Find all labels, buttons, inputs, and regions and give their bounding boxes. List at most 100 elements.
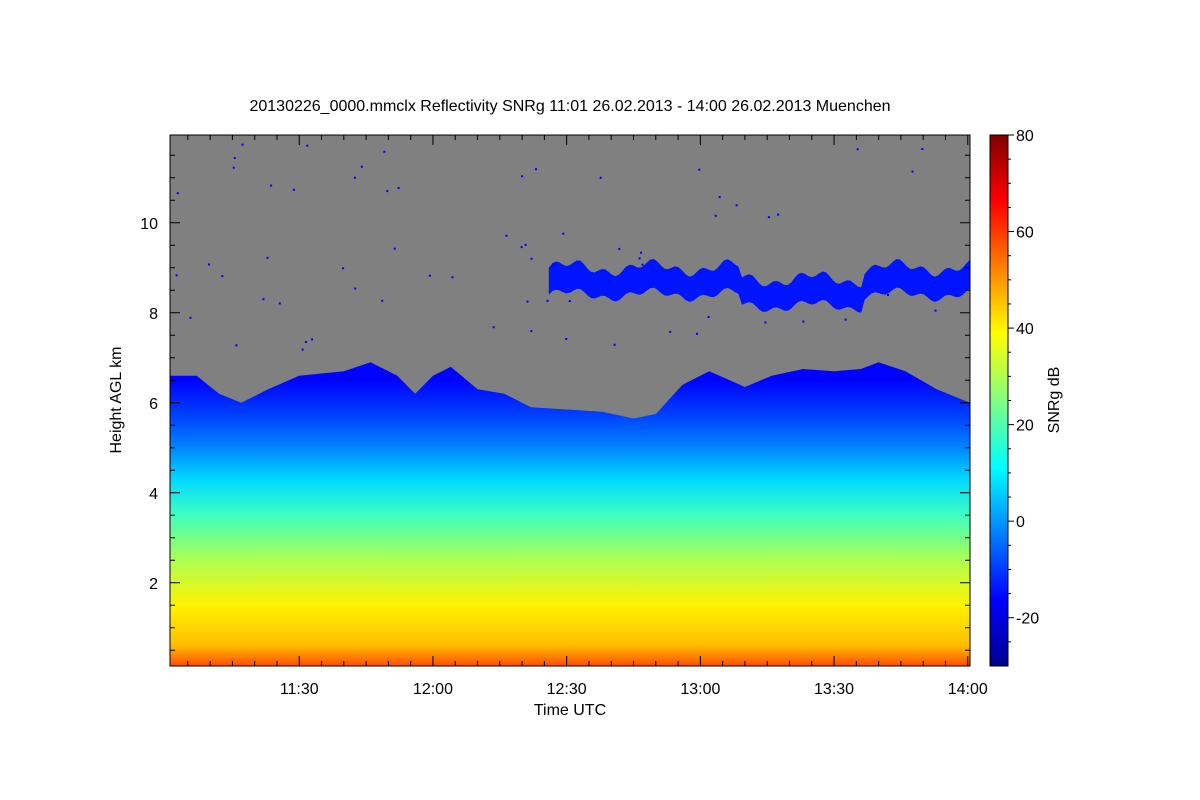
noise-speckle [638, 257, 641, 260]
noise-speckle [934, 281, 937, 284]
noise-speckle [521, 175, 524, 178]
x-tick-label: 13:00 [680, 681, 720, 698]
noise-speckle [934, 309, 937, 312]
noise-speckle [613, 343, 616, 346]
noise-speckle [176, 192, 179, 195]
noise-speckle [640, 251, 642, 254]
noise-speckle [707, 290, 710, 293]
noise-speckle [698, 168, 701, 171]
noise-speckle [386, 190, 389, 193]
upper-cloud-layer [548, 259, 970, 313]
noise-speckle [599, 176, 602, 179]
y-axis-label: Height AGL km [108, 346, 125, 453]
y-tick-label: 10 [140, 216, 158, 233]
colorbar-tick-label: 40 [1016, 321, 1034, 338]
colorbar-tick-label: -20 [1016, 611, 1039, 628]
y-tick-label: 8 [149, 306, 158, 323]
noise-speckle [530, 257, 533, 260]
colorbar-tick-label: 80 [1016, 128, 1034, 145]
colorbar [989, 134, 1009, 667]
noise-speckle [802, 320, 805, 323]
colorbar-tick-label: 20 [1016, 418, 1034, 435]
noise-speckle [451, 276, 454, 279]
x-tick-label: 12:30 [547, 681, 587, 698]
colorbar-tick-label: 60 [1016, 225, 1034, 242]
noise-speckle [292, 188, 295, 191]
noise-speckle [233, 157, 236, 159]
noise-speckle [735, 204, 738, 207]
plot-frame [169, 134, 971, 667]
noise-speckle [175, 274, 178, 277]
noise-speckle [189, 316, 192, 319]
noise-speckle [383, 150, 386, 153]
noise-speckle [552, 262, 555, 265]
noise-speckle [767, 216, 770, 219]
noise-speckle [393, 247, 396, 250]
noise-speckle [524, 243, 527, 246]
noise-speckle [856, 148, 859, 151]
noise-speckle [696, 332, 698, 335]
noise-speckle [428, 274, 431, 277]
noise-speckle [530, 330, 533, 333]
noise-speckle [526, 300, 529, 303]
noise-speckle [714, 214, 717, 217]
noise-speckle [568, 300, 571, 303]
noise-speckle [304, 341, 307, 343]
noise-speckle [562, 232, 565, 235]
noise-speckle [492, 326, 495, 329]
upper-layer-band [548, 259, 970, 313]
noise-speckle [235, 344, 238, 347]
noise-speckle [353, 176, 356, 179]
noise-speckle [546, 299, 549, 302]
y-axis-ticks: 2 4 6 8 10 [140, 154, 970, 651]
x-axis-label: Time UTC [534, 702, 606, 719]
noise-speckle [707, 316, 710, 318]
noise-speckle [777, 213, 780, 216]
noise-speckle [618, 247, 621, 250]
echo-region [170, 362, 970, 666]
noise-speckle [607, 280, 610, 283]
noise-speckle [262, 298, 265, 301]
noise-speckle [208, 263, 211, 266]
noise-speckle [641, 263, 644, 266]
noise-speckle [669, 330, 672, 333]
noise-speckle [718, 196, 721, 199]
noise-speckles [175, 143, 937, 351]
noise-speckle [921, 148, 924, 150]
noise-speckle [270, 184, 273, 187]
x-tick-label: 12:00 [413, 681, 453, 698]
noise-speckle [565, 338, 568, 340]
noise-speckle [241, 143, 244, 146]
noise-speckle [221, 275, 224, 278]
colorbar-label: SNRg dB [1046, 367, 1063, 434]
colorbar-tick-label: 0 [1016, 514, 1025, 531]
noise-speckle [306, 144, 309, 147]
chart-title: 20130226_0000.mmclx Reflectivity SNRg 11… [249, 98, 891, 115]
x-tick-label: 14:00 [948, 681, 988, 698]
y-tick-label: 4 [149, 486, 158, 503]
noise-speckle [354, 287, 357, 290]
noise-speckle [266, 256, 269, 259]
noise-speckle [397, 187, 400, 189]
x-tick-label: 13:30 [814, 681, 854, 698]
x-tick-label: 11:30 [280, 681, 319, 698]
noise-speckle [301, 348, 304, 351]
noise-speckle [342, 267, 345, 270]
noise-speckle [232, 166, 235, 169]
y-tick-label: 6 [149, 396, 158, 413]
noise-speckle [520, 246, 523, 249]
noise-speckle [887, 294, 889, 296]
noise-speckle [505, 234, 508, 237]
noise-speckle [911, 170, 914, 173]
colorbar-ticks: -20 0 20 40 60 80 [1008, 128, 1039, 643]
noise-speckle [278, 302, 281, 305]
noise-speckle [311, 338, 313, 341]
noise-speckle [360, 165, 363, 168]
y-tick-label: 2 [149, 576, 158, 593]
noise-speckle [844, 318, 847, 321]
noise-speckle [381, 299, 384, 302]
noise-speckle [535, 168, 537, 171]
x-axis-ticks: 11:30 12:00 12:30 13:00 13:30 14:00 [187, 135, 988, 698]
noise-speckle [652, 265, 655, 268]
